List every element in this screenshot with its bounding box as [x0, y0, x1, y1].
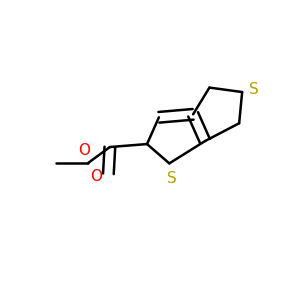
- Text: S: S: [167, 171, 177, 186]
- Text: O: O: [91, 169, 103, 184]
- Text: S: S: [249, 82, 259, 97]
- Text: O: O: [79, 142, 91, 158]
